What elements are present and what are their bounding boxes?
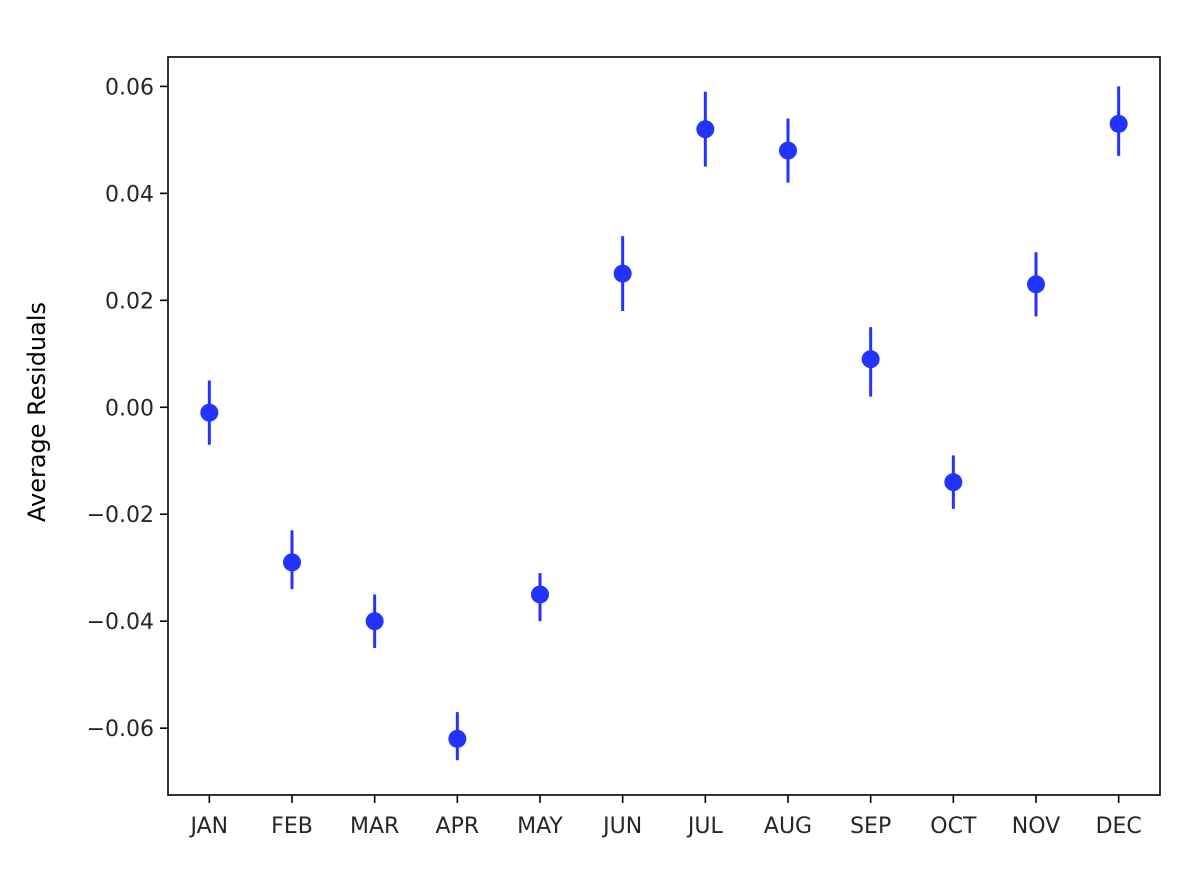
y-tick-label: −0.04	[87, 610, 154, 635]
data-point-jan	[200, 403, 219, 422]
data-points	[200, 114, 1128, 748]
data-point-sep	[861, 350, 880, 369]
x-tick-label: SEP	[850, 814, 891, 839]
y-tick-label: −0.06	[87, 717, 154, 742]
y-tick-label: 0.06	[105, 75, 154, 100]
plot-frame-group	[167, 56, 1161, 796]
data-point-mar	[365, 612, 384, 631]
data-point-jun	[613, 264, 632, 283]
x-tick-label: JUL	[686, 814, 724, 839]
data-point-oct	[944, 473, 963, 492]
data-point-aug	[779, 141, 797, 160]
y-axis-label: Average Residuals	[23, 302, 51, 522]
x-tick-label: JUN	[601, 814, 642, 839]
data-point-jul	[696, 120, 715, 139]
y-tick-label: 0.04	[105, 182, 154, 207]
error-bars	[207, 86, 1121, 761]
y-ticks: −0.06 −0.04 −0.02 0.00 0.02 0.04 0.06	[87, 75, 168, 742]
x-tick-label: JAN	[189, 814, 229, 839]
y-tick-label: 0.00	[105, 396, 154, 421]
x-tick-label: MAR	[350, 814, 399, 839]
data-point-dec	[1109, 114, 1128, 133]
data-point-may	[531, 585, 549, 604]
x-tick-label: APR	[436, 814, 480, 839]
x-tick-label: AUG	[764, 814, 812, 839]
x-tick-label: DEC	[1096, 814, 1142, 839]
x-tick-label: OCT	[930, 814, 977, 839]
data-point-nov	[1027, 275, 1045, 294]
data-point-feb	[283, 553, 301, 572]
y-tick-label: 0.02	[105, 289, 154, 314]
x-ticks: JAN FEB MAR APR MAY JUN JUL AUG SEP OCT NOV DEC	[189, 795, 1142, 839]
x-tick-label: FEB	[271, 814, 313, 839]
data-point-apr	[448, 729, 467, 748]
plot-frame	[167, 56, 1161, 796]
x-tick-label: MAY	[517, 814, 563, 839]
x-tick-label: NOV	[1012, 814, 1060, 839]
y-tick-label: −0.02	[87, 503, 154, 528]
